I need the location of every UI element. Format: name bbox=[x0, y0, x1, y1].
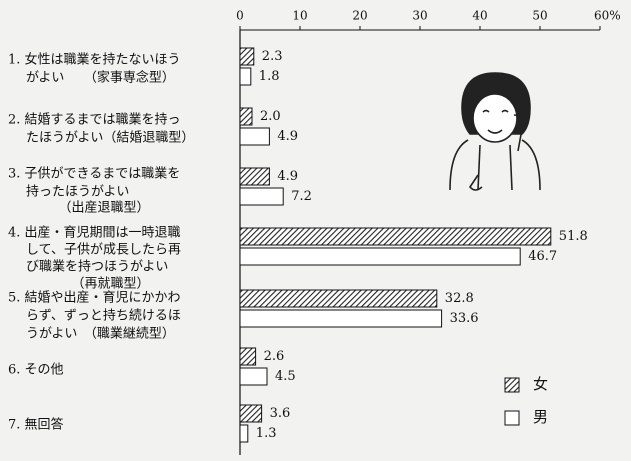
category-label: び職業を持つほうがよい bbox=[26, 259, 168, 275]
bar bbox=[239, 167, 270, 186]
value-label: 46.7 bbox=[528, 249, 557, 264]
x-tick-label: 0 bbox=[236, 9, 244, 23]
x-tick-label: 30 bbox=[412, 9, 427, 23]
category-label: 持ったほうがよい bbox=[26, 185, 129, 200]
value-label: 32.8 bbox=[445, 291, 474, 306]
bar bbox=[239, 424, 249, 443]
bar bbox=[239, 309, 443, 328]
x-tick-label: 40 bbox=[472, 9, 487, 23]
legend-swatch bbox=[504, 377, 520, 393]
bar bbox=[239, 47, 255, 66]
value-label: 2.6 bbox=[264, 349, 285, 364]
category-label: して、子供が成長したら再 bbox=[26, 243, 181, 258]
value-label: 1.3 bbox=[256, 426, 277, 441]
bar bbox=[239, 367, 268, 386]
category-label: 7. 無回答 bbox=[8, 417, 64, 433]
value-label: 4.9 bbox=[277, 169, 298, 184]
value-label: 33.6 bbox=[450, 311, 479, 326]
category-label: たほうがよい（結婚退職型） bbox=[26, 131, 194, 146]
bar bbox=[239, 227, 552, 246]
bar bbox=[239, 127, 270, 146]
bar bbox=[239, 347, 257, 366]
category-label: うがよい （職業継続型） bbox=[26, 326, 175, 342]
legend-label: 女 bbox=[533, 375, 548, 393]
value-label: 3.6 bbox=[270, 406, 291, 421]
illustration bbox=[449, 72, 541, 191]
x-tick-label: 50 bbox=[532, 9, 547, 23]
category-label: 4. 出産・育児期間は一時退職 bbox=[8, 225, 181, 241]
value-label: 4.5 bbox=[275, 369, 296, 384]
value-label: 4.9 bbox=[277, 129, 298, 144]
value-label: 1.8 bbox=[259, 69, 280, 84]
bar bbox=[239, 187, 284, 206]
value-label: 51.8 bbox=[559, 229, 588, 244]
legend-label: 男 bbox=[533, 408, 548, 426]
category-label: （出産退職型） bbox=[26, 200, 150, 216]
bar bbox=[239, 107, 253, 126]
x-tick-label: 60% bbox=[594, 9, 621, 23]
category-label: 1. 女性は職業を持たないほう bbox=[8, 52, 181, 68]
x-tick-label: 20 bbox=[352, 9, 367, 23]
value-label: 2.0 bbox=[260, 109, 281, 124]
category-label: 6. その他 bbox=[8, 363, 64, 378]
value-label: 7.2 bbox=[291, 189, 312, 204]
category-label: がよい （家事専念型） bbox=[26, 70, 175, 86]
category-label: らず、ずっと持ち続けるほ bbox=[26, 309, 181, 324]
bar bbox=[239, 67, 252, 86]
category-label: 2. 結婚するまでは職業を持っ bbox=[8, 112, 181, 128]
bar bbox=[239, 289, 438, 308]
category-label: 3. 子供ができるまでは職業を bbox=[8, 166, 180, 182]
x-tick-label: 10 bbox=[292, 9, 307, 23]
bar bbox=[239, 404, 263, 423]
value-label: 2.3 bbox=[262, 49, 283, 64]
legend-swatch bbox=[504, 410, 520, 426]
category-label: （再就職型） bbox=[26, 277, 150, 292]
category-label: 5. 結婚や出産・育児にかかわ bbox=[8, 290, 181, 306]
bar bbox=[239, 247, 521, 266]
